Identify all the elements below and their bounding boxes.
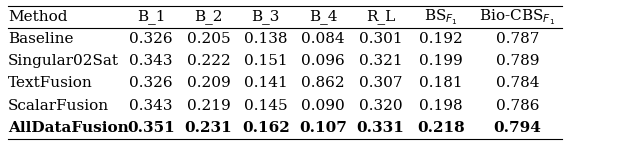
- Text: 0.107: 0.107: [300, 121, 347, 135]
- Text: Singular02Sat: Singular02Sat: [8, 54, 119, 68]
- Text: 0.321: 0.321: [359, 54, 403, 68]
- Text: 0.205: 0.205: [187, 32, 230, 46]
- Text: 0.151: 0.151: [244, 54, 287, 68]
- Text: ScalarFusion: ScalarFusion: [8, 99, 109, 113]
- Text: BS$_{F_1}$: BS$_{F_1}$: [424, 7, 458, 27]
- Text: 0.096: 0.096: [301, 54, 345, 68]
- Text: 0.789: 0.789: [496, 54, 540, 68]
- Text: 0.084: 0.084: [301, 32, 345, 46]
- Text: 0.862: 0.862: [301, 76, 345, 90]
- Text: B_4: B_4: [309, 9, 337, 24]
- Text: 0.090: 0.090: [301, 99, 345, 113]
- Text: 0.343: 0.343: [129, 54, 173, 68]
- Text: 0.301: 0.301: [359, 32, 403, 46]
- Text: 0.784: 0.784: [496, 76, 540, 90]
- Text: 0.307: 0.307: [359, 76, 403, 90]
- Text: AllDataFusion: AllDataFusion: [8, 121, 129, 135]
- Text: 0.162: 0.162: [242, 121, 290, 135]
- Text: 0.794: 0.794: [493, 121, 541, 135]
- Text: B_1: B_1: [137, 9, 165, 24]
- Text: 0.786: 0.786: [496, 99, 540, 113]
- Text: 0.192: 0.192: [419, 32, 463, 46]
- Text: 0.209: 0.209: [187, 76, 230, 90]
- Text: 0.181: 0.181: [419, 76, 463, 90]
- Text: 0.331: 0.331: [356, 121, 404, 135]
- Text: 0.138: 0.138: [244, 32, 287, 46]
- Text: 0.787: 0.787: [496, 32, 540, 46]
- Text: 0.199: 0.199: [419, 54, 463, 68]
- Text: Baseline: Baseline: [8, 32, 73, 46]
- Text: 0.198: 0.198: [419, 99, 463, 113]
- Text: 0.343: 0.343: [129, 99, 173, 113]
- Text: 0.145: 0.145: [244, 99, 287, 113]
- Text: 0.231: 0.231: [184, 121, 232, 135]
- Text: 0.219: 0.219: [187, 99, 230, 113]
- Text: 0.326: 0.326: [129, 32, 173, 46]
- Text: R_L: R_L: [366, 9, 395, 24]
- Text: Method: Method: [8, 10, 67, 24]
- Text: Bio-CBS$_{F_1}$: Bio-CBS$_{F_1}$: [479, 7, 556, 27]
- Text: 0.320: 0.320: [359, 99, 403, 113]
- Text: 0.326: 0.326: [129, 76, 173, 90]
- Text: 0.222: 0.222: [187, 54, 230, 68]
- Text: B_2: B_2: [194, 9, 223, 24]
- Text: TextFusion: TextFusion: [8, 76, 93, 90]
- Text: B_3: B_3: [252, 9, 280, 24]
- Text: 0.218: 0.218: [417, 121, 465, 135]
- Text: 0.141: 0.141: [244, 76, 288, 90]
- Text: 0.351: 0.351: [127, 121, 175, 135]
